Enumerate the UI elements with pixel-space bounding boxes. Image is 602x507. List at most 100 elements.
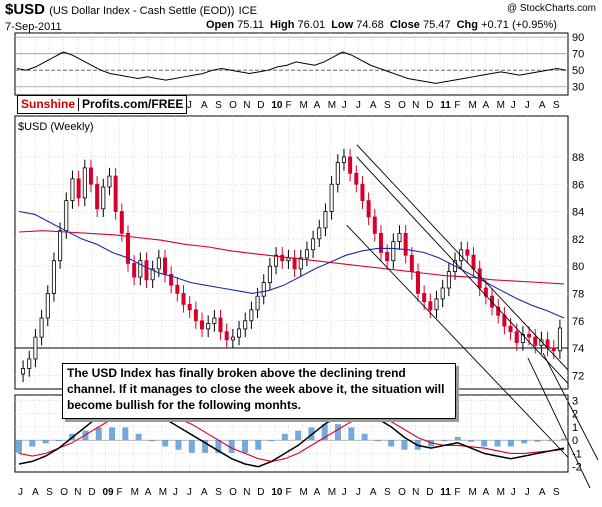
- macd-histogram-bar: [162, 440, 169, 447]
- trend-channel-line: [356, 144, 569, 371]
- x-tick-label-bottom: A: [32, 487, 39, 498]
- candle-body: [280, 254, 285, 262]
- x-tick-label-bottom: N: [74, 487, 81, 498]
- x-tick-label-bottom: A: [539, 487, 546, 498]
- price-tick-label: 82: [572, 234, 584, 246]
- candle-body: [354, 172, 359, 185]
- candle-body: [551, 347, 556, 352]
- high-label: High: [270, 19, 295, 31]
- macd-histogram-bar: [561, 438, 567, 441]
- x-tick-label-top: 11: [440, 100, 451, 111]
- candle-body: [144, 260, 149, 281]
- macd-histogram-bar: [228, 440, 235, 453]
- price-tick-label: 84: [572, 207, 584, 219]
- x-tick-label-bottom: J: [356, 487, 361, 498]
- macd-histogram-bar: [494, 440, 501, 447]
- trend-channel-extension: [527, 357, 591, 489]
- x-tick-label-bottom: A: [145, 487, 152, 498]
- macd-signal-line: [18, 410, 565, 462]
- candle-body: [508, 325, 513, 333]
- candle-body: [422, 293, 427, 303]
- candle-body: [243, 320, 248, 330]
- x-tick-label-bottom: S: [46, 487, 53, 498]
- low-value: 74.68: [356, 19, 384, 31]
- macd-histogram-bar: [507, 440, 514, 447]
- brand-site: Profits.com/FREE: [82, 97, 184, 111]
- candle-body: [261, 282, 266, 297]
- price-tick-label: 74: [572, 343, 584, 355]
- candle-body: [391, 241, 396, 262]
- x-tick-label-top: D: [257, 100, 264, 111]
- x-tick-label-top: J: [511, 100, 516, 111]
- brand-sunshine: Sunshine: [21, 97, 76, 111]
- macd-tick-label: 3: [572, 395, 578, 407]
- candle-body: [113, 175, 118, 212]
- candle-body: [193, 309, 198, 322]
- chg-label: Chg: [456, 19, 478, 31]
- candle-body: [385, 252, 390, 262]
- candle-body: [323, 211, 328, 229]
- x-tick-label-bottom: J: [173, 487, 178, 498]
- candle-body: [150, 268, 155, 281]
- candle-body: [224, 331, 229, 341]
- close-label: Close: [389, 19, 420, 31]
- macd-histogram-bar: [361, 433, 368, 441]
- macd-histogram-bar: [295, 430, 302, 441]
- macd-histogram-bar: [521, 440, 528, 444]
- candle-body: [366, 200, 371, 218]
- candle-body: [187, 303, 192, 311]
- candle-body: [348, 156, 353, 174]
- candle-body: [230, 336, 235, 341]
- candle-body: [45, 293, 50, 319]
- macd-histogram-bar: [281, 433, 288, 441]
- x-tick-label-bottom: J: [18, 487, 23, 498]
- close-value: 75.47: [422, 19, 451, 31]
- x-tick-label-bottom: S: [553, 487, 560, 498]
- candle-body: [27, 358, 32, 369]
- symbol-title: $USD (US Dollar Index - Cash Settle (EOD…: [5, 1, 257, 18]
- macd-histogram-bar: [388, 440, 395, 447]
- candle-body: [267, 265, 272, 283]
- x-tick-label-top: O: [398, 100, 406, 111]
- candle-body: [163, 257, 168, 275]
- macd-histogram-bar: [109, 427, 116, 441]
- macd-histogram-bar: [268, 440, 275, 442]
- x-tick-label-bottom: J: [342, 487, 347, 498]
- candle-body: [64, 200, 69, 232]
- macd-tick-label: 0: [572, 435, 578, 447]
- date: 7-Sep-2011: [5, 21, 62, 33]
- x-tick-label-bottom: M: [300, 487, 308, 498]
- macd-histogram-bar: [348, 427, 355, 441]
- x-tick-label-bottom: A: [483, 487, 490, 498]
- candle-body: [119, 211, 124, 234]
- candle-body: [317, 227, 322, 240]
- x-tick-label-bottom: F: [454, 487, 460, 498]
- candle-body: [372, 216, 377, 234]
- candle-body: [329, 183, 334, 212]
- brand-divider: [78, 98, 80, 112]
- x-tick-label-top: 10: [271, 100, 283, 111]
- macd-histogram-bar: [16, 440, 22, 453]
- macd-histogram-bar: [481, 440, 488, 447]
- candle-body: [138, 260, 143, 278]
- candle-body: [409, 254, 414, 273]
- x-tick-label-top: A: [201, 100, 208, 111]
- x-tick-label-bottom: D: [88, 487, 95, 498]
- candle-body: [434, 298, 439, 311]
- brand-logo[interactable]: Sunshine Profits.com/FREE: [17, 95, 188, 114]
- candle-body: [249, 309, 254, 322]
- x-tick-label-top: J: [342, 100, 347, 111]
- macd-histogram-bar: [547, 440, 554, 442]
- main-panel-label: $USD (Weekly): [18, 121, 94, 133]
- candle-body: [446, 271, 451, 289]
- candle-body: [360, 183, 365, 202]
- x-tick-label-top: A: [539, 100, 546, 111]
- candle-body: [286, 257, 291, 262]
- candle-body: [125, 232, 130, 264]
- price-tick-label: 72: [572, 370, 584, 382]
- high-value: 76.01: [297, 19, 326, 31]
- candle-body: [292, 257, 297, 270]
- candle-body: [459, 249, 464, 262]
